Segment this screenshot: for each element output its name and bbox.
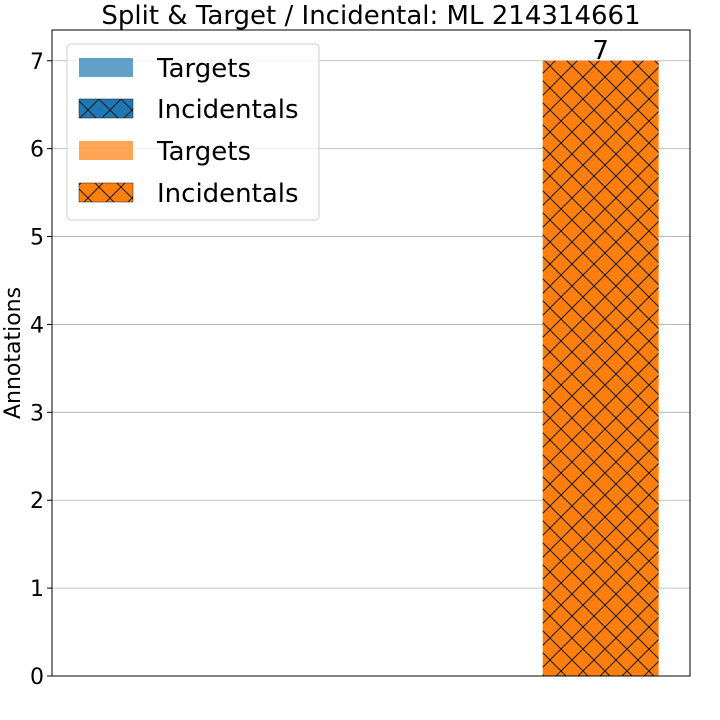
legend-box	[66, 43, 320, 221]
bar-incidentals-1	[542, 60, 659, 677]
y-tick-label-3: 3	[30, 401, 44, 426]
y-tick-label-1: 1	[30, 577, 44, 602]
legend-swatch-targets-orange	[79, 141, 133, 160]
y-axis-label: Annotations	[1, 287, 26, 419]
y-tick-label-4: 4	[30, 313, 44, 338]
bars	[542, 60, 659, 677]
y-tick-label-0: 0	[30, 665, 44, 690]
plot-frame	[51, 29, 691, 677]
legend-swatch-targets-blue	[79, 58, 133, 77]
legend-label-targets-orange: Targets	[156, 137, 251, 167]
legend-label-incidentals-orange: Incidentals	[157, 179, 299, 209]
y-tick-label-5: 5	[30, 226, 44, 251]
legend-label-incidentals-blue: Incidentals	[157, 95, 299, 125]
y-axis-ticks: 0 1 2 3 4 5 6 7	[30, 50, 52, 690]
legend-swatch-incidentals-orange	[78, 182, 134, 203]
legend: Targets Incidentals Targets Incidentals	[66, 43, 320, 221]
legend-label-targets-blue: Targets	[156, 54, 251, 84]
y-tick-label-2: 2	[30, 489, 44, 514]
y-tick-label-6: 6	[30, 138, 44, 163]
chart-title: Split & Target / Incidental: ML 21431466…	[101, 1, 640, 31]
y-tick-label-7: 7	[30, 50, 44, 75]
data-labels: 7	[592, 36, 609, 66]
legend-swatch-incidentals-blue	[78, 98, 134, 119]
data-label-1: 7	[592, 36, 609, 66]
